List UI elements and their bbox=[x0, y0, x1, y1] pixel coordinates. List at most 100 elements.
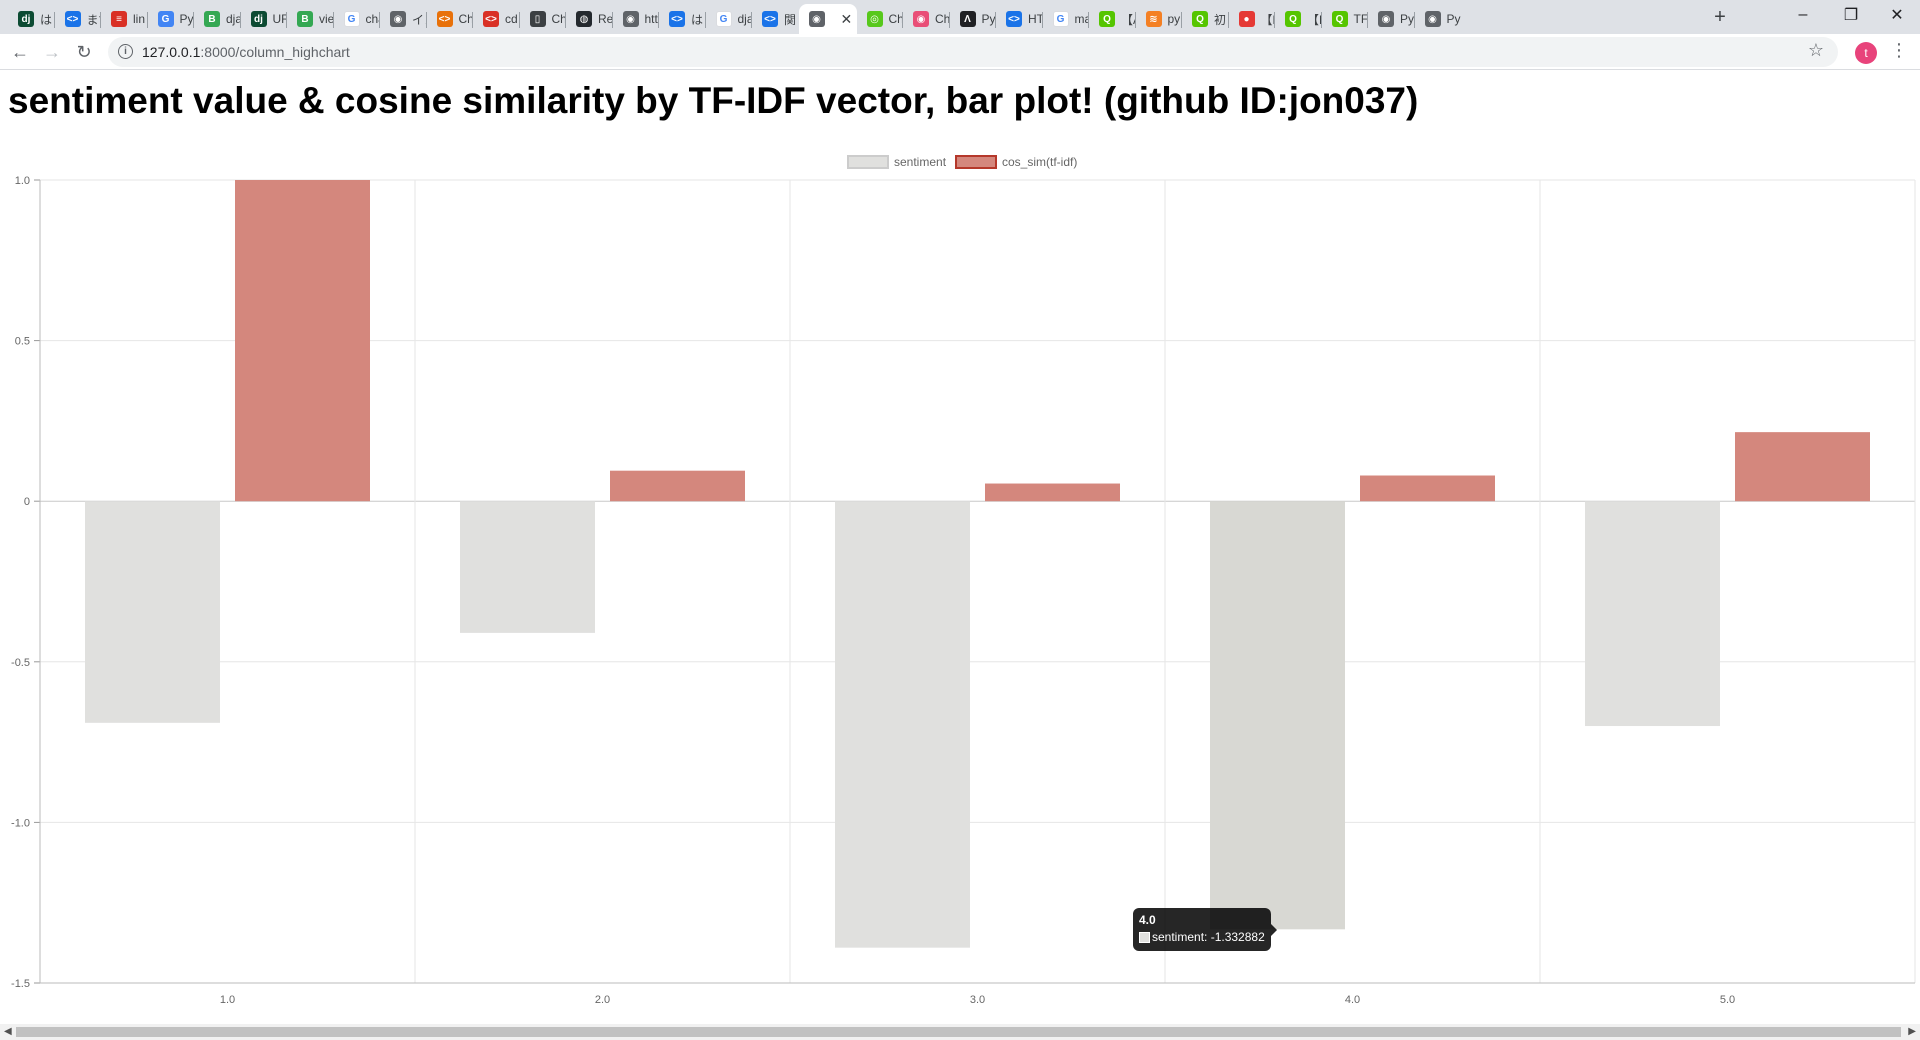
browser-tab[interactable]: ◉ htt bbox=[613, 4, 660, 34]
browser-tab[interactable]: ≋ py bbox=[1136, 4, 1183, 34]
scroll-left-icon[interactable]: ◀ bbox=[4, 1026, 12, 1037]
tab-separator bbox=[658, 12, 659, 28]
tab-strip: djはじ<>まず≡linGPytBdjadjURBvieGcha◉イン<>Ch<… bbox=[0, 0, 1920, 34]
legend-swatch-sentiment bbox=[847, 155, 889, 169]
browser-tab[interactable]: dj UR bbox=[241, 4, 287, 34]
tab-label: 関 bbox=[784, 12, 797, 27]
new-tab-button[interactable]: + bbox=[1714, 5, 1726, 28]
tab-separator bbox=[286, 12, 287, 28]
tab-separator bbox=[100, 12, 101, 28]
browser-tab[interactable]: ◉ Ch bbox=[903, 4, 950, 34]
tab-separator bbox=[995, 12, 996, 28]
legend-label-sentiment: sentiment bbox=[894, 155, 947, 169]
browser-tab[interactable]: <> HT bbox=[996, 4, 1043, 34]
browser-tab[interactable]: <> cd bbox=[473, 4, 520, 34]
browser-tab[interactable]: <> 関 bbox=[752, 4, 799, 34]
y-tick-label: 1.0 bbox=[15, 175, 30, 187]
browser-tab[interactable]: ◎ Ch bbox=[857, 4, 904, 34]
chart-tooltip: 4.0 sentiment: -1.332882 bbox=[1133, 908, 1277, 951]
tooltip-swatch bbox=[1139, 931, 1150, 943]
tab-label: 【R bbox=[1260, 12, 1276, 27]
tab-label: Py bbox=[1400, 12, 1415, 26]
globe-icon: ◉ bbox=[390, 11, 406, 27]
qiita-icon: Q bbox=[1331, 11, 1348, 27]
tab-separator bbox=[332, 12, 334, 28]
browser-tab[interactable]: Q 【P bbox=[1275, 4, 1322, 34]
browser-tab[interactable]: Q TF bbox=[1322, 4, 1369, 34]
more-menu-icon[interactable]: ⋮ bbox=[1890, 40, 1908, 60]
restore-button[interactable]: ❐ bbox=[1843, 7, 1859, 24]
browser-toolbar: ← → ↻ i 127.0.0.1:8000/column_highchart … bbox=[0, 34, 1920, 70]
legend-label-cos-sim: cos_sim(tf-idf) bbox=[1002, 155, 1077, 169]
bootstrap-icon: B bbox=[204, 11, 220, 27]
tab-separator bbox=[1041, 12, 1043, 28]
tab-separator bbox=[704, 12, 706, 28]
tab-label: 【P bbox=[1307, 12, 1322, 27]
y-tick-label: 0 bbox=[24, 496, 30, 508]
url-text[interactable]: 127.0.0.1:8000/column_highchart bbox=[142, 44, 350, 60]
browser-tab[interactable]: dj はじ bbox=[8, 4, 55, 34]
horizontal-scrollbar[interactable]: ◀ ▶ bbox=[0, 1024, 1920, 1040]
tab-separator bbox=[1413, 12, 1415, 28]
bookmark-star-icon[interactable]: ☆ bbox=[1807, 40, 1824, 60]
tab-label: cd bbox=[505, 12, 518, 26]
bootstrap-icon: B bbox=[297, 11, 313, 27]
browser-tab[interactable]: Q 【A bbox=[1089, 4, 1136, 34]
red-dot-icon: ● bbox=[1238, 11, 1255, 27]
reload-button[interactable]: ↻ bbox=[76, 41, 92, 62]
address-bar[interactable]: i 127.0.0.1:8000/column_highchart ☆ bbox=[108, 37, 1838, 67]
browser-tab[interactable]: <> まず bbox=[55, 4, 101, 34]
close-tab-icon[interactable]: ✕ bbox=[840, 10, 853, 27]
browser-tab[interactable]: ◉ Py bbox=[1415, 4, 1462, 34]
browser-tab[interactable]: <> は bbox=[659, 4, 706, 34]
browser-tab[interactable]: ◉ イン bbox=[380, 4, 427, 34]
minimize-button[interactable]: – bbox=[1798, 6, 1808, 23]
bar-cos-sim bbox=[1360, 475, 1495, 502]
scroll-right-icon[interactable]: ▶ bbox=[1908, 1026, 1916, 1037]
bar-cos-sim bbox=[1735, 432, 1870, 502]
tab-separator bbox=[146, 12, 148, 28]
code-icon: <> bbox=[1006, 11, 1022, 27]
qiita-icon: Q bbox=[1285, 11, 1301, 27]
tab-separator bbox=[1181, 12, 1182, 28]
tab-label: TF bbox=[1353, 12, 1369, 26]
browser-tab[interactable]: <> Ch bbox=[427, 4, 473, 34]
y-tick-label: -0.5 bbox=[11, 657, 30, 669]
browser-tab[interactable]: Gcha bbox=[334, 4, 381, 34]
browser-tab[interactable]: ≡ lin bbox=[101, 4, 148, 34]
django-icon: dj bbox=[18, 11, 34, 27]
browser-tab[interactable]: ● 【R bbox=[1229, 4, 1276, 34]
browser-tab[interactable]: ▯ Ch bbox=[520, 4, 566, 34]
code-icon: <> bbox=[436, 11, 453, 27]
stackoverflow-icon: ≋ bbox=[1145, 11, 1162, 27]
x-tick-label: 1.0 bbox=[220, 994, 235, 1006]
tab-label: cha bbox=[365, 12, 381, 26]
tab-separator bbox=[239, 12, 241, 28]
scrollbar-thumb[interactable] bbox=[16, 1027, 1901, 1037]
back-button[interactable]: ← bbox=[11, 41, 29, 62]
qiita-icon: Q bbox=[1192, 11, 1208, 27]
close-window-button[interactable]: ✕ bbox=[1890, 7, 1904, 24]
google-translate-icon: G bbox=[157, 11, 174, 27]
profile-avatar[interactable]: t bbox=[1855, 42, 1877, 64]
tab-label: Pyt bbox=[179, 12, 195, 26]
browser-tab[interactable]: ◉ Py bbox=[1368, 4, 1415, 34]
info-icon[interactable]: i bbox=[118, 44, 133, 59]
browser-tab[interactable]: ◍ Re bbox=[566, 4, 613, 34]
bar-sentiment bbox=[1585, 501, 1720, 727]
browser-tab[interactable]: ◉ ✕ bbox=[798, 4, 857, 34]
browser-tab[interactable]: G Pyt bbox=[148, 4, 195, 34]
code-icon: <> bbox=[762, 11, 778, 27]
tab-label: dja bbox=[226, 12, 241, 26]
tab-label: は bbox=[691, 12, 704, 27]
browser-tab[interactable]: Λ Py bbox=[950, 4, 997, 34]
tooltip-value: sentiment: -1.332882 bbox=[1152, 930, 1265, 944]
globe-icon: ◉ bbox=[622, 11, 639, 27]
tab-label: Ch bbox=[888, 12, 904, 26]
forward-button[interactable]: → bbox=[43, 41, 61, 62]
